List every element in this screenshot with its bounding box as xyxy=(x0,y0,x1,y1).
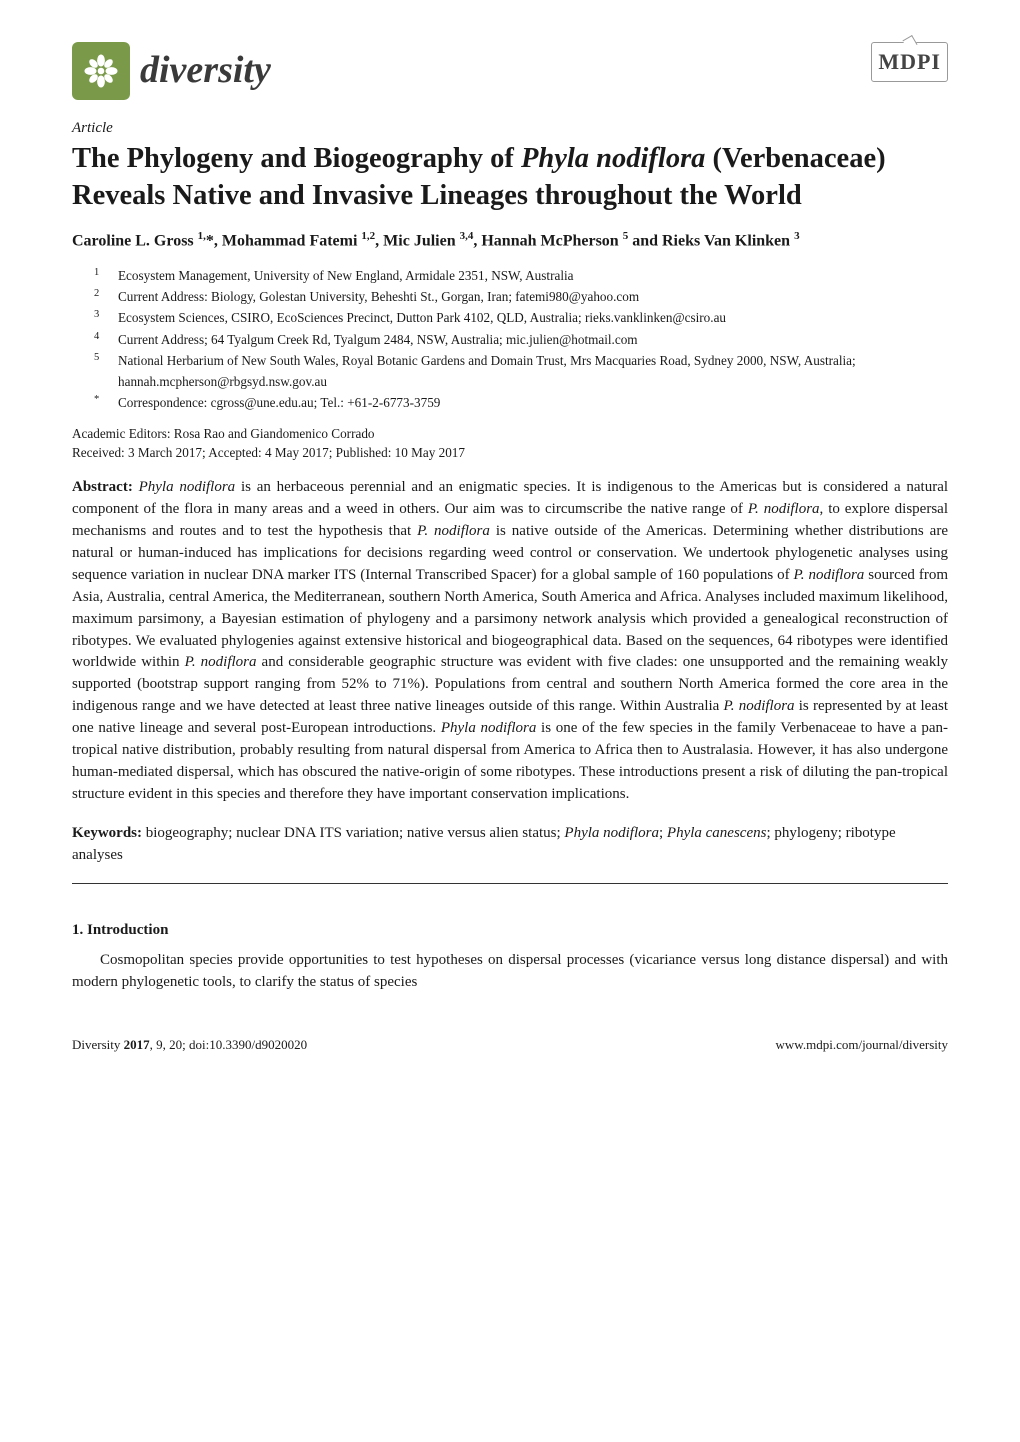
affiliation-text: Correspondence: cgross@une.edu.au; Tel.:… xyxy=(118,393,948,413)
keywords-text: ; xyxy=(659,825,667,841)
keywords: Keywords: biogeography; nuclear DNA ITS … xyxy=(72,822,948,867)
abstract-text: P. nodiflora xyxy=(748,501,820,517)
footer-year: 2017 xyxy=(124,1037,150,1052)
article-dates: Received: 3 March 2017; Accepted: 4 May … xyxy=(72,443,948,463)
header-bar: diversity MDPI xyxy=(72,42,948,100)
abstract-text: P. nodiflora xyxy=(417,523,490,539)
abstract-text: Phyla nodiflora xyxy=(139,479,236,495)
flower-icon xyxy=(83,53,119,89)
intro-paragraph: Cosmopolitan species provide opportuniti… xyxy=(72,950,948,994)
keywords-text: biogeography; nuclear DNA ITS variation;… xyxy=(142,825,564,841)
affiliation-row: 5 National Herbarium of New South Wales, … xyxy=(94,351,948,392)
publisher-logo: MDPI xyxy=(871,42,948,82)
journal-logo-icon xyxy=(72,42,130,100)
journal-logo: diversity xyxy=(72,42,271,100)
affiliation-text: National Herbarium of New South Wales, R… xyxy=(118,351,948,392)
abstract-text: P. nodiflora xyxy=(724,698,795,714)
affiliations: 1 Ecosystem Management, University of New… xyxy=(94,266,948,414)
affiliation-row: * Correspondence: cgross@une.edu.au; Tel.… xyxy=(94,393,948,413)
affiliation-marker: 3 xyxy=(94,307,104,327)
abstract-text: P. nodiflora xyxy=(794,567,865,583)
affiliation-text: Current Address; 64 Tyalgum Creek Rd, Ty… xyxy=(118,330,948,350)
affiliation-text: Ecosystem Management, University of New … xyxy=(118,266,948,286)
keywords-text: Phyla canescens xyxy=(667,825,767,841)
abstract-text: P. nodiflora xyxy=(185,654,257,670)
academic-editors: Academic Editors: Rosa Rao and Giandomen… xyxy=(72,424,948,444)
footer-left: Diversity 2017, 9, 20; doi:10.3390/d9020… xyxy=(72,1036,307,1054)
title-part-1: The Phylogeny and Biogeography of xyxy=(72,143,521,174)
affiliation-row: 1 Ecosystem Management, University of New… xyxy=(94,266,948,286)
affiliation-row: 4 Current Address; 64 Tyalgum Creek Rd, T… xyxy=(94,330,948,350)
footer-rest: , 9, 20; doi:10.3390/d9020020 xyxy=(150,1037,307,1052)
author-list: Caroline L. Gross 1,*, Mohammad Fatemi 1… xyxy=(72,228,948,253)
section-1-heading: 1. Introduction xyxy=(72,920,948,940)
affiliation-marker: 4 xyxy=(94,329,104,349)
affiliation-row: 2 Current Address: Biology, Golestan Univ… xyxy=(94,287,948,307)
footer-right: www.mdpi.com/journal/diversity xyxy=(776,1036,948,1054)
keywords-label: Keywords: xyxy=(72,825,142,841)
affiliation-marker: * xyxy=(94,392,104,412)
article-type-label: Article xyxy=(72,118,948,138)
keywords-text: Phyla nodiflora xyxy=(564,825,659,841)
divider-line xyxy=(72,883,948,884)
abstract-label: Abstract: xyxy=(72,479,133,495)
affiliation-marker: 2 xyxy=(94,286,104,306)
affiliation-text: Ecosystem Sciences, CSIRO, EcoSciences P… xyxy=(118,308,948,328)
journal-name: diversity xyxy=(140,45,271,96)
abstract: Abstract: Phyla nodiflora is an herbaceo… xyxy=(72,477,948,805)
title-species: Phyla nodiflora xyxy=(521,143,705,174)
affiliation-marker: 1 xyxy=(94,265,104,285)
page-footer: Diversity 2017, 9, 20; doi:10.3390/d9020… xyxy=(72,1036,948,1054)
affiliation-marker: 5 xyxy=(94,350,104,391)
abstract-text: Phyla nodiflora xyxy=(441,720,537,736)
footer-journal: Diversity xyxy=(72,1037,120,1052)
affiliation-text: Current Address: Biology, Golestan Unive… xyxy=(118,287,948,307)
article-title: The Phylogeny and Biogeography of Phyla … xyxy=(72,141,948,214)
affiliation-row: 3 Ecosystem Sciences, CSIRO, EcoSciences … xyxy=(94,308,948,328)
editors-dates: Academic Editors: Rosa Rao and Giandomen… xyxy=(72,424,948,464)
